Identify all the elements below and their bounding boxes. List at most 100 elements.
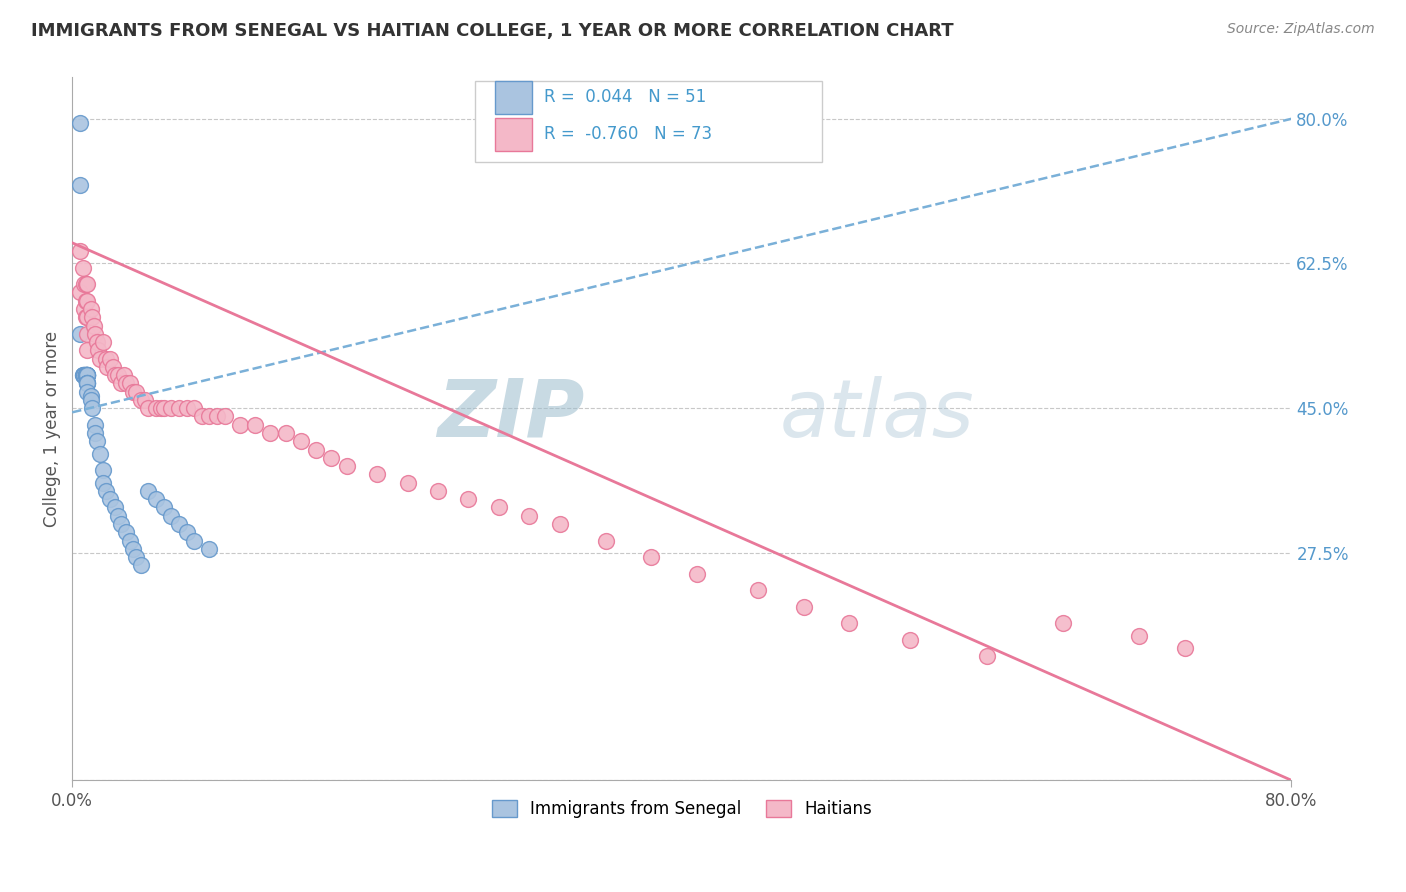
Point (76, 376, 98, 391)
Point (98, 492, 121, 507)
Point (80, 310, 103, 325)
Point (79, 392, 101, 407)
Point (167, 516, 190, 531)
Point (76, 368, 98, 383)
Point (69, 285, 91, 300)
Point (120, 376, 142, 391)
Point (69, 116, 91, 130)
Point (76, 293, 98, 308)
Point (75, 368, 97, 383)
Point (107, 368, 129, 383)
Point (76, 326, 98, 341)
Point (80, 401, 103, 416)
Point (73, 301, 96, 316)
Point (89, 447, 111, 461)
Point (73, 368, 96, 383)
Point (488, 500, 510, 515)
Point (145, 401, 167, 416)
Text: R =  -0.760   N = 73: R = -0.760 N = 73 (544, 126, 713, 144)
Point (72, 260, 94, 275)
Point (122, 541, 145, 556)
Point (72, 368, 94, 383)
Point (75, 293, 97, 308)
Point (125, 549, 148, 564)
Point (86, 434, 108, 449)
Point (84, 425, 107, 440)
Point (125, 384, 148, 399)
Point (94, 483, 117, 498)
Point (183, 401, 205, 416)
Point (75, 368, 97, 383)
Point (198, 541, 221, 556)
Point (104, 500, 127, 515)
Point (91, 463, 114, 477)
Point (138, 483, 160, 498)
Text: IMMIGRANTS FROM SENEGAL VS HAITIAN COLLEGE, 1 YEAR OR MORE CORRELATION CHART: IMMIGRANTS FROM SENEGAL VS HAITIAN COLLE… (31, 22, 953, 40)
Point (91, 334, 114, 349)
Text: atlas: atlas (779, 376, 974, 454)
Point (366, 467, 388, 482)
Point (457, 492, 479, 507)
Point (167, 401, 190, 416)
Point (89, 351, 111, 366)
Point (129, 392, 152, 407)
Point (305, 442, 328, 457)
Point (76, 368, 98, 383)
Point (686, 566, 709, 581)
Point (76, 310, 98, 325)
Point (96, 359, 118, 374)
Point (104, 368, 127, 383)
Point (548, 516, 571, 531)
Point (152, 500, 174, 515)
Point (145, 492, 167, 507)
Point (73, 368, 96, 383)
FancyBboxPatch shape (475, 81, 823, 161)
Point (83, 318, 105, 333)
Point (75, 368, 97, 383)
Point (274, 425, 297, 440)
Point (110, 516, 132, 531)
Bar (495, 80, 531, 114)
Point (176, 401, 198, 416)
Point (160, 508, 183, 523)
Point (229, 417, 252, 432)
Point (86, 334, 108, 349)
Point (976, 649, 998, 664)
Point (72, 368, 94, 383)
Point (75, 368, 97, 383)
Point (110, 376, 132, 391)
Point (75, 368, 97, 383)
Point (191, 409, 214, 424)
Point (73, 277, 96, 292)
Point (335, 459, 357, 474)
Point (243, 417, 266, 432)
Point (138, 401, 160, 416)
Point (69, 244, 91, 258)
Point (76, 343, 98, 358)
Point (79, 301, 101, 316)
Point (595, 533, 617, 548)
Point (1128, 629, 1150, 643)
Point (183, 533, 205, 548)
Point (122, 384, 145, 399)
Point (838, 616, 860, 631)
Point (214, 409, 236, 424)
Point (205, 409, 228, 424)
Point (79, 389, 101, 403)
Point (129, 558, 152, 573)
Point (76, 376, 98, 391)
Point (120, 533, 142, 548)
Point (98, 351, 121, 366)
Point (427, 483, 450, 498)
Bar (495, 118, 531, 152)
Point (69, 178, 91, 192)
Point (76, 376, 98, 391)
Point (396, 475, 419, 490)
Point (640, 549, 662, 564)
Point (84, 417, 107, 432)
Y-axis label: College, 1 year or more: College, 1 year or more (44, 331, 60, 527)
Point (107, 508, 129, 523)
Point (900, 632, 922, 647)
Point (160, 401, 183, 416)
Point (91, 475, 114, 490)
